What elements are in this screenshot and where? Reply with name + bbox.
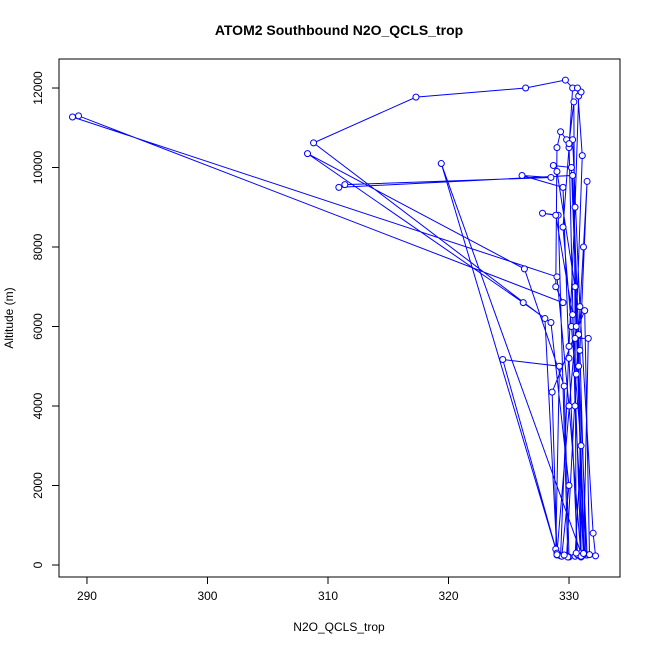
x-tick-label: 290 xyxy=(77,589,97,603)
x-axis-label: N2O_QCLS_trop xyxy=(293,620,385,634)
data-point xyxy=(310,139,318,147)
data-point xyxy=(519,299,527,307)
data-point xyxy=(304,150,312,158)
x-tick-label: 300 xyxy=(197,589,217,603)
y-axis-label: Altitude (m) xyxy=(2,287,16,348)
data-point xyxy=(553,273,561,281)
data-point xyxy=(553,144,561,152)
data-point xyxy=(412,93,420,101)
data-point xyxy=(569,171,577,179)
data-point xyxy=(581,307,589,315)
data-point xyxy=(570,98,578,106)
chart-title: ATOM2 Southbound N2O_QCLS_trop xyxy=(215,22,463,38)
data-point xyxy=(589,529,597,537)
data-point xyxy=(565,354,573,362)
data-point xyxy=(586,551,594,559)
data-point xyxy=(522,84,530,92)
data-point xyxy=(584,334,592,342)
x-tick-label: 330 xyxy=(559,589,579,603)
data-point xyxy=(557,128,565,136)
data-point xyxy=(539,209,547,217)
data-point xyxy=(565,481,573,489)
y-tick-label: 6000 xyxy=(31,313,45,340)
data-point xyxy=(573,84,581,92)
data-point xyxy=(559,223,567,231)
y-tick-label: 2000 xyxy=(31,472,45,499)
data-point xyxy=(552,211,560,219)
data-point xyxy=(552,283,560,291)
data-point xyxy=(583,177,591,185)
data-point xyxy=(578,152,586,160)
data-point xyxy=(547,319,555,327)
data-point xyxy=(560,382,568,390)
data-point xyxy=(592,552,600,560)
data-point xyxy=(576,346,584,354)
data-point xyxy=(553,551,561,559)
data-point xyxy=(68,113,76,121)
data-point xyxy=(520,265,528,273)
data-point xyxy=(576,303,584,311)
data-point xyxy=(561,76,569,84)
plot-frame xyxy=(58,58,621,578)
data-point xyxy=(579,243,587,251)
data-point xyxy=(571,203,579,211)
y-tick-label: 12000 xyxy=(31,71,45,105)
data-point xyxy=(560,551,568,559)
data-point xyxy=(549,162,557,170)
data-point xyxy=(341,181,349,189)
y-tick-label: 4000 xyxy=(31,392,45,419)
data-point xyxy=(579,549,587,557)
y-tick-label: 8000 xyxy=(31,233,45,260)
data-point xyxy=(518,171,526,179)
data-point xyxy=(572,549,580,557)
data-point xyxy=(499,355,507,363)
data-point xyxy=(565,402,573,410)
data-point xyxy=(571,334,579,342)
data-point xyxy=(541,315,549,323)
data-point xyxy=(572,323,580,331)
data-point xyxy=(565,140,573,148)
data-point xyxy=(335,183,343,191)
data-point xyxy=(553,167,561,175)
data-point xyxy=(559,183,567,191)
data-point xyxy=(575,362,583,370)
data-point xyxy=(577,442,585,450)
data-point xyxy=(548,388,556,396)
data-point xyxy=(437,160,445,168)
data-point xyxy=(571,402,579,410)
data-point xyxy=(569,311,577,319)
y-tick-label: 0 xyxy=(31,561,45,568)
series-line xyxy=(70,79,597,559)
data-point xyxy=(75,112,83,120)
y-tick-label: 10000 xyxy=(31,151,45,185)
data-point xyxy=(559,299,567,307)
data-point xyxy=(572,370,580,378)
data-point xyxy=(547,173,555,181)
data-point xyxy=(567,164,575,172)
data-point xyxy=(571,283,579,291)
x-tick-label: 310 xyxy=(318,589,338,603)
data-point xyxy=(555,362,563,370)
data-point xyxy=(565,342,573,350)
x-tick-label: 320 xyxy=(438,589,458,603)
